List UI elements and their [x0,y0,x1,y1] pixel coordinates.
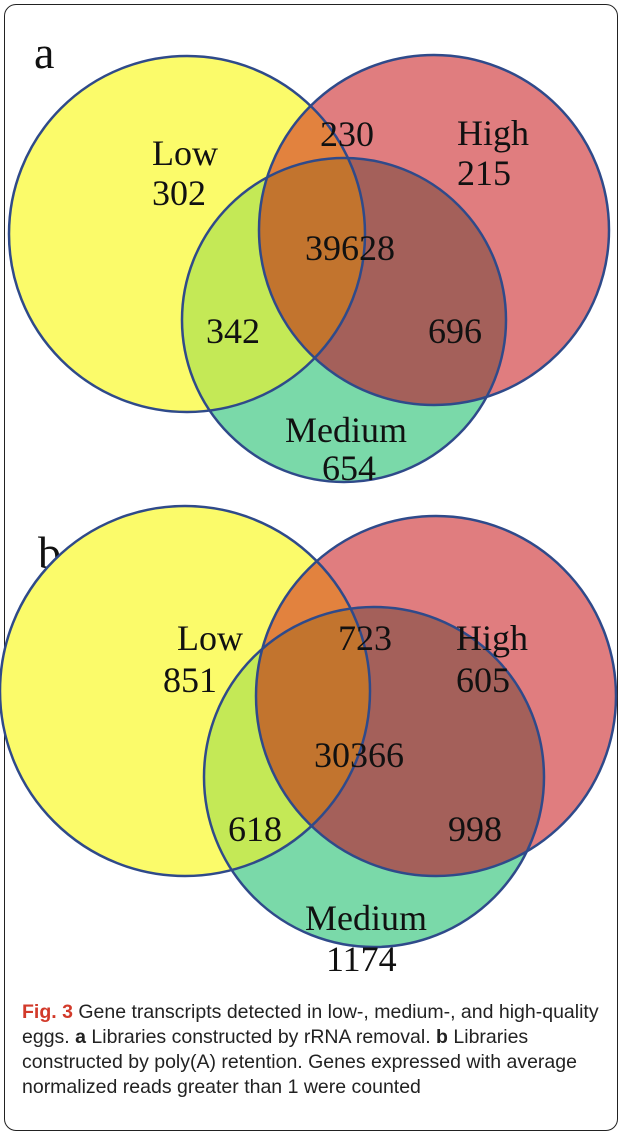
label-all: 30366 [314,735,404,775]
circle-outline [0,504,372,878]
circle-outline [257,53,611,407]
caption-text-2: Libraries constructed by rRNA removal. [85,1026,437,1048]
figure-caption: Fig. 3 Gene transcripts detected in low-… [22,1000,614,1100]
label-high-name: High [457,113,529,153]
label-low-medium: 618 [228,809,282,849]
label-high-medium: 998 [448,809,502,849]
label-medium-name: Medium [285,410,407,450]
caption-part-a: a [75,1026,86,1048]
circle-outline [254,514,618,878]
circle-outline [7,54,367,414]
label-high-only: 215 [457,153,511,193]
label-high-medium: 696 [428,311,482,351]
venn-panel-b: b Low 851 High 605 723 30366 618 998 Med… [0,504,618,979]
venn-panel-a: a Low 302 High 215 230 39628 342 696 M [7,27,611,488]
caption-part-b: b [436,1026,448,1048]
circle-outline [180,156,508,484]
caption-text-1: Gene transcripts detected in low-, mediu… [22,1001,599,1048]
circle-outline [202,605,546,949]
venn-figure: a Low 302 High 215 230 39628 342 696 M [0,27,618,979]
label-low-high: 723 [338,618,392,658]
label-medium-name: Medium [305,898,427,938]
label-low-name: Low [177,618,243,658]
label-medium-only: 1174 [326,939,397,979]
label-low-only: 851 [163,660,217,700]
panel-letter-a: a [34,27,54,78]
label-low-name: Low [152,133,218,173]
label-low-medium: 342 [206,311,260,351]
caption-fig-label: Fig. 3 [22,1001,73,1023]
label-all: 39628 [305,228,395,268]
label-low-only: 302 [152,173,206,213]
label-medium-only: 654 [322,448,376,488]
label-high-only: 605 [456,660,510,700]
caption-text-3: Libraries constructed by poly(A) retenti… [22,1026,577,1098]
label-low-high: 230 [320,114,374,154]
label-high-name: High [456,618,528,658]
